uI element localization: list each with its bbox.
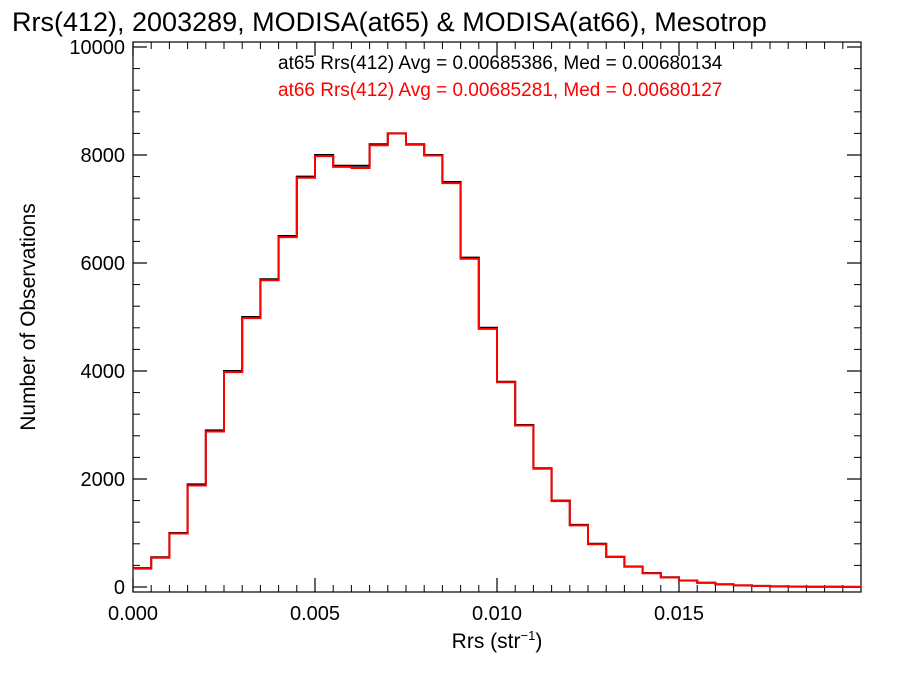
x-tick-label: 0.000 [108, 603, 158, 625]
legend-annotation-at65: at65 Rrs(412) Avg = 0.00685386, Med = 0.… [278, 53, 723, 74]
y-tick-label: 4000 [81, 361, 126, 383]
x-tick-label: 0.015 [654, 603, 704, 625]
y-tick-label: 2000 [81, 469, 126, 491]
x-tick-label: 0.005 [290, 603, 340, 625]
chart-title: Rrs(412), 2003289, MODISA(at65) & MODISA… [12, 7, 767, 37]
y-tick-label: 6000 [81, 253, 126, 275]
axis-ticks: 0 2000 4000 6000 8000 10000 0.000 0.005 0.010 0.0… [69, 37, 861, 625]
series-layer [133, 132, 861, 588]
y-axis-label: Number of Observations [17, 203, 40, 431]
y-tick-label: 8000 [81, 145, 126, 167]
legend-annotation-at66: at66 Rrs(412) Avg = 0.00685281, Med = 0.… [278, 80, 722, 101]
y-tick-label: 0 [114, 577, 125, 599]
series-at66-line [133, 132, 861, 588]
x-axis-label: Rrs (str−1) [452, 628, 543, 653]
y-tick-label: 10000 [69, 37, 125, 59]
x-tick-label: 0.010 [472, 603, 522, 625]
